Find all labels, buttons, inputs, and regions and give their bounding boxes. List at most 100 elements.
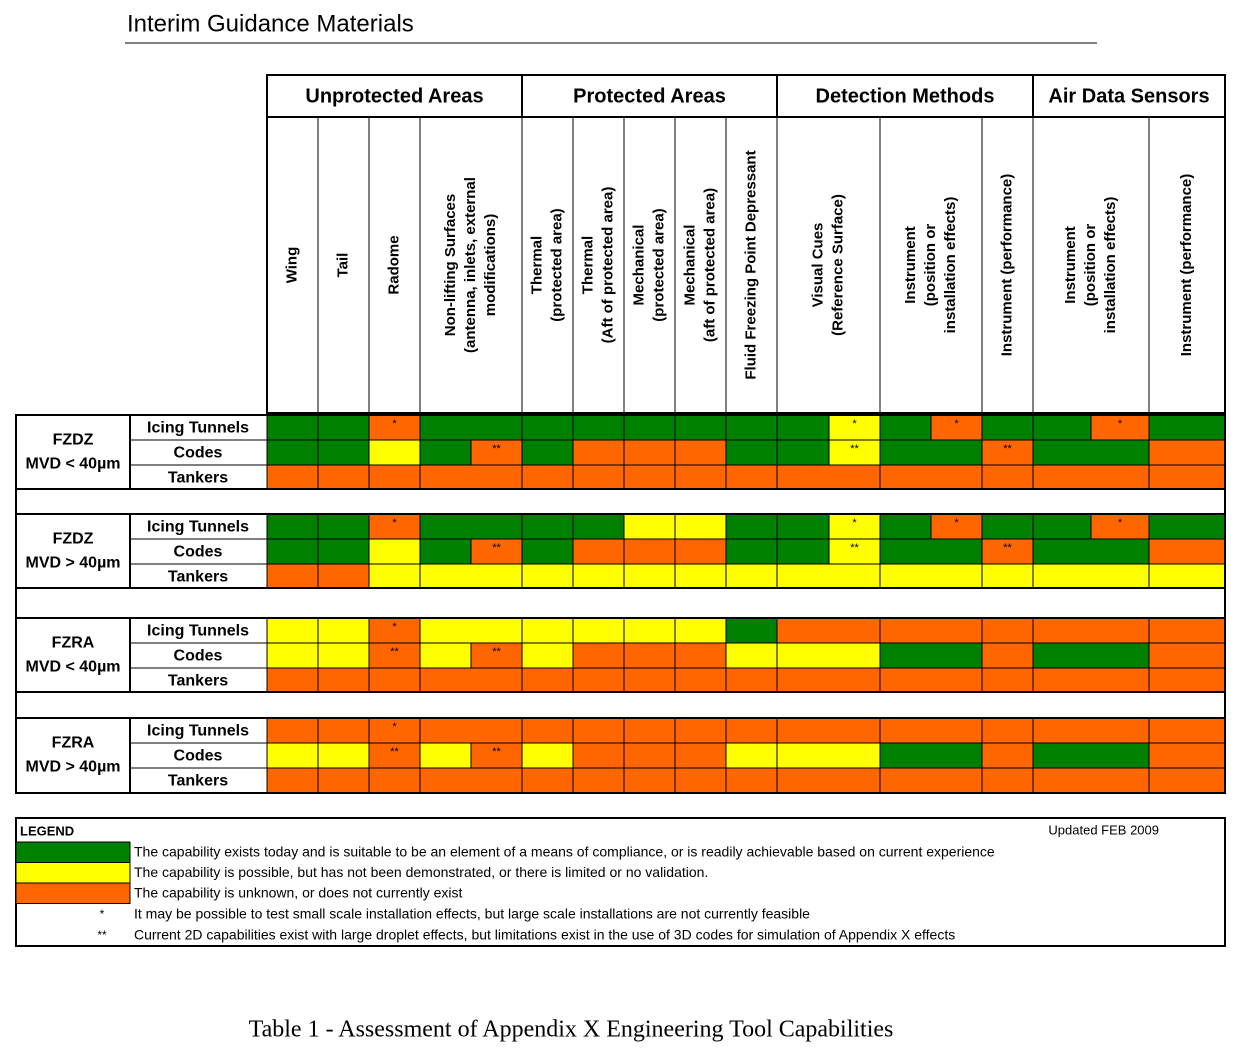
cell-note: *	[852, 418, 857, 430]
spacer-row	[15, 691, 1226, 719]
legend-box	[15, 817, 1226, 947]
cell-note: *	[954, 418, 959, 430]
cell	[368, 464, 421, 491]
section-label: MVD > 40µm	[25, 759, 120, 776]
row-label-cell	[129, 767, 268, 794]
cell	[776, 538, 830, 565]
cell	[981, 742, 1034, 769]
cell	[776, 642, 881, 669]
column-header: (position or	[1082, 224, 1099, 307]
cell	[776, 767, 881, 794]
legend-text: The capability exists today and is suita…	[134, 844, 995, 860]
group-header: Detection Methods	[816, 85, 995, 107]
cell	[776, 742, 881, 769]
cell-note: **	[850, 542, 859, 554]
cell	[776, 667, 881, 694]
section-label: FZDZ	[53, 432, 94, 449]
cell	[317, 667, 370, 694]
column-header: Visual Cues	[809, 223, 826, 308]
cell	[725, 767, 778, 794]
cell	[879, 642, 983, 669]
cell-note: *	[1118, 517, 1123, 529]
legend-note-text: It may be possible to test small scale i…	[134, 906, 810, 922]
section-label-cell	[15, 414, 131, 491]
legend-title: LEGEND	[20, 823, 74, 838]
cell	[1148, 538, 1226, 565]
cell	[266, 538, 319, 565]
cell	[725, 464, 778, 491]
cell	[317, 414, 370, 441]
cell	[572, 538, 625, 565]
cell	[776, 717, 881, 744]
column-header: (position or	[922, 224, 939, 307]
group-header-cell	[521, 74, 778, 118]
cell	[317, 563, 370, 590]
cell	[1148, 439, 1226, 466]
cell	[674, 414, 727, 441]
cell	[981, 667, 1034, 694]
cell-note: **	[850, 443, 859, 455]
cell	[521, 414, 574, 441]
cell	[623, 642, 676, 669]
cell	[1032, 617, 1150, 644]
row-label: Tankers	[168, 773, 228, 790]
group-header: Unprotected Areas	[305, 85, 483, 107]
cell	[1148, 464, 1226, 491]
legend-swatch	[15, 862, 131, 884]
legend-updated: Updated FEB 2009	[1048, 822, 1159, 837]
cell	[623, 667, 676, 694]
cell	[981, 464, 1034, 491]
caption: Table 1 - Assessment of Appendix X Engin…	[249, 1017, 894, 1043]
cell	[725, 617, 778, 644]
cell	[266, 742, 319, 769]
cell	[368, 667, 421, 694]
cell	[419, 513, 523, 540]
cell	[317, 439, 370, 466]
column-header: Tail	[334, 253, 351, 278]
cell	[1032, 439, 1150, 466]
section-label: MVD > 40µm	[25, 555, 120, 572]
section-label-cell	[15, 717, 131, 794]
cell	[981, 563, 1034, 590]
column-header: Instrument (performance)	[1178, 174, 1195, 357]
cell	[623, 414, 676, 441]
legend-note-mark: *	[100, 907, 105, 921]
cell	[368, 563, 421, 590]
cell	[1148, 767, 1226, 794]
cell	[572, 667, 625, 694]
cell	[419, 617, 523, 644]
cell	[1148, 717, 1226, 744]
legend-note-text: Current 2D capabilities exist with large…	[134, 927, 955, 943]
column-header: (antenna, inlets, external	[462, 177, 479, 353]
cell	[470, 439, 523, 466]
legend-swatch	[15, 841, 131, 863]
cell	[725, 742, 778, 769]
cell	[674, 667, 727, 694]
cell	[776, 414, 830, 441]
cell-note: **	[492, 542, 501, 554]
column-header: Instrument (performance)	[998, 174, 1015, 357]
section-label: MVD < 40µm	[25, 456, 120, 473]
cell	[572, 642, 625, 669]
cell	[419, 464, 523, 491]
cell	[521, 464, 574, 491]
column-header: (aft of protected area)	[701, 188, 718, 342]
column-header: Wing	[283, 247, 300, 284]
cell	[828, 538, 881, 565]
legend-swatch	[15, 882, 131, 904]
column-header-cell	[317, 116, 370, 414]
cell	[572, 464, 625, 491]
cell	[981, 767, 1034, 794]
column-header: (Reference Surface)	[829, 194, 846, 336]
cell	[674, 767, 727, 794]
cell	[521, 667, 574, 694]
row-label: Icing Tunnels	[147, 519, 249, 536]
cell-note: *	[852, 517, 857, 529]
cell	[317, 767, 370, 794]
group-header-cell	[1032, 74, 1226, 118]
row-label: Codes	[174, 648, 223, 665]
cell	[419, 538, 472, 565]
cell	[1148, 414, 1226, 441]
